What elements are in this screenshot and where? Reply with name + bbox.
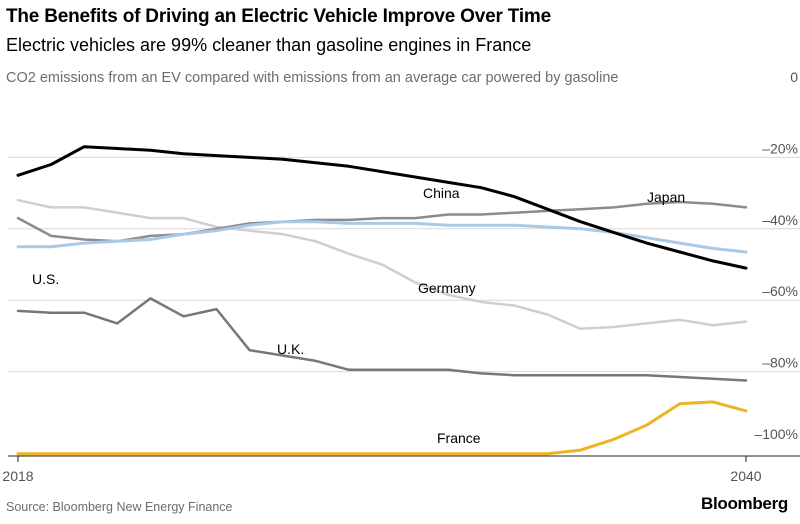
series-line-japan [16,200,748,243]
brand-logo: Bloomberg [700,494,788,513]
y-tick-label: –60% [762,283,798,299]
source-note: Source: Bloomberg New Energy Finance [6,500,233,514]
chart-subtitle: Electric vehicles are 99% cleaner than g… [6,35,532,55]
series-label-us: U.S. [32,271,59,287]
series-line-china [16,145,748,270]
y-axis-labels: 0 –20% –40% –60% –80% –100% [754,69,798,442]
series-line-france [16,400,748,456]
x-tick-label: 2040 [730,468,761,484]
series-line-germany [16,198,748,331]
chart-title: The Benefits of Driving an Electric Vehi… [6,6,551,27]
y-tick-label: –80% [762,355,798,371]
y-tick-label: –100% [754,426,798,442]
series-lines [16,145,748,456]
series-label-germany: Germany [418,280,476,296]
y-tick-label: –40% [762,212,798,228]
y-tick-label: –20% [762,140,798,156]
x-tick-label: 2018 [2,468,33,484]
series-labels: China Japan U.S. Germany U.K. France [32,185,685,446]
series-label-china: China [423,185,460,201]
series-line-us [16,220,748,254]
gridlines [8,156,800,373]
chart-description: CO2 emissions from an EV compared with e… [6,70,619,86]
series-line-uk [16,297,748,382]
series-label-uk: U.K. [277,341,304,357]
x-axis: 2018 2040 [2,455,800,484]
series-label-france: France [437,430,481,446]
y-tick-label: 0 [790,69,798,85]
series-label-japan: Japan [647,189,685,205]
